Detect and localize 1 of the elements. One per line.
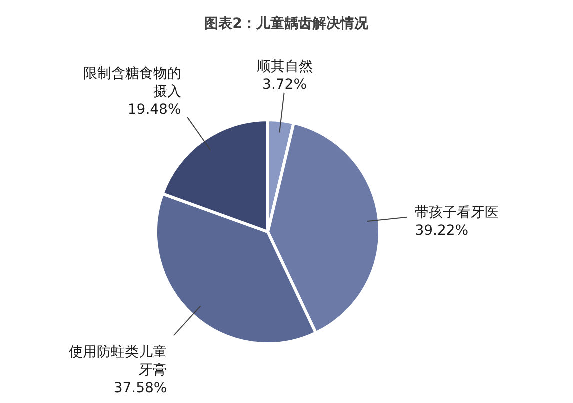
- title: 图表2：儿童龋齿解决情况: [204, 16, 368, 32]
